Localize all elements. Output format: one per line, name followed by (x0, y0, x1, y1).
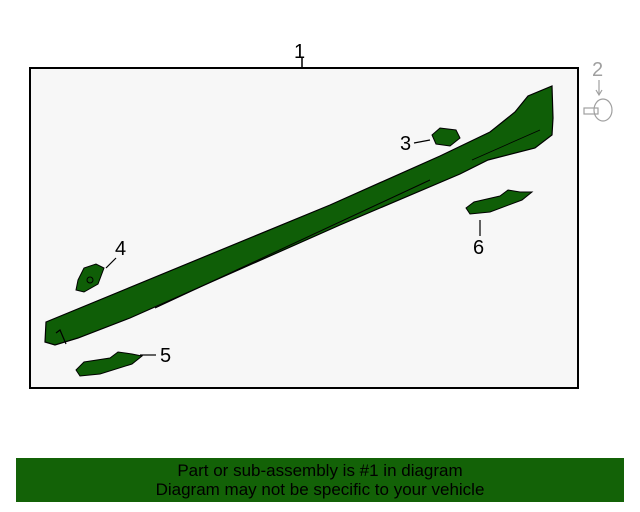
bolt-part-2[interactable] (583, 80, 613, 122)
bracket-part-5[interactable] (75, 351, 144, 377)
bracket-part-4[interactable] (75, 263, 105, 293)
callout-6[interactable]: 6 (473, 237, 484, 259)
parts-diagram: 1 2 3 4 5 6 (29, 41, 613, 389)
callout-5[interactable]: 5 (160, 345, 171, 367)
rocker-panel-part[interactable] (44, 85, 554, 346)
info-banner: Part or sub-assembly is #1 in diagram Di… (16, 458, 624, 502)
callout-2[interactable]: 2 (592, 59, 603, 81)
bracket-part-6[interactable] (465, 189, 534, 215)
banner-line-2: Diagram may not be specific to your vehi… (155, 480, 485, 499)
callout-1[interactable]: 1 (294, 41, 305, 63)
callout-4[interactable]: 4 (115, 238, 126, 260)
callout-3[interactable]: 3 (400, 133, 411, 155)
clip-part-3[interactable] (431, 127, 461, 147)
banner-line-1: Part or sub-assembly is #1 in diagram (177, 461, 463, 480)
